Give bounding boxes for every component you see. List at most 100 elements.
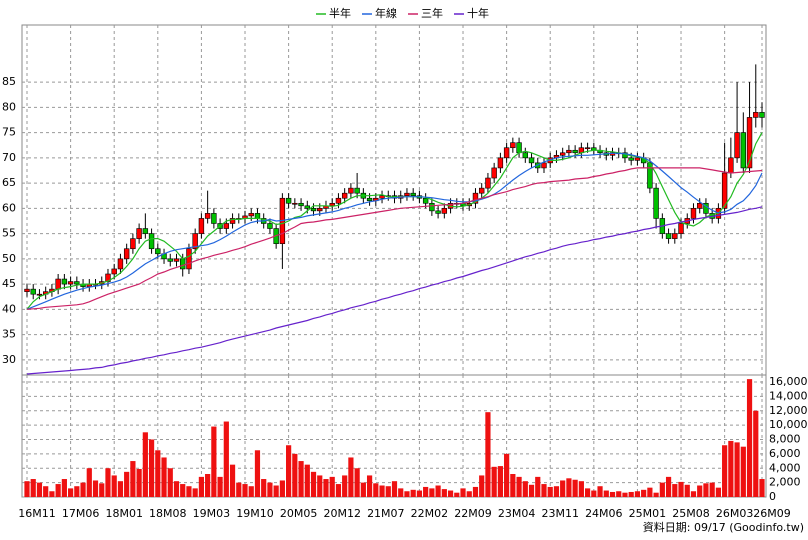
candle-body — [584, 147, 591, 150]
volume-bar — [628, 491, 634, 497]
volume-bar — [690, 491, 697, 497]
legend-label: 三年 — [421, 6, 443, 20]
volume-bar — [148, 439, 155, 497]
volume-bar — [528, 484, 535, 497]
volume-bar — [248, 486, 254, 497]
volume-bar — [342, 475, 348, 497]
volume-bar — [68, 488, 74, 497]
x-tick-label: 20M05 — [280, 507, 318, 520]
candle-body — [310, 208, 317, 212]
x-tick-label: 22M02 — [411, 507, 449, 520]
ma-line — [26, 206, 763, 375]
candle-body — [61, 278, 68, 285]
candle-body — [223, 223, 230, 229]
volume-bar — [36, 482, 43, 497]
volume-bar — [373, 483, 379, 497]
volume-bar — [167, 468, 173, 497]
volume-bar — [124, 471, 130, 497]
x-tick-label: 19M10 — [236, 507, 274, 520]
x-tick-label: 25M01 — [629, 507, 667, 520]
volume-bar — [703, 483, 709, 497]
x-tick-label: 26M03 — [716, 507, 754, 520]
volume-tick-label: 12,000 — [769, 404, 808, 417]
volume-bar — [560, 480, 566, 497]
candle-body — [341, 192, 348, 199]
volume-bar — [317, 475, 323, 497]
volume-bar — [186, 486, 192, 497]
volume-bar — [647, 487, 653, 497]
volume-bar — [572, 479, 578, 497]
candle-body — [173, 258, 180, 262]
volume-bar — [310, 471, 317, 497]
candle-body — [672, 233, 678, 239]
volume-bar — [423, 486, 429, 497]
candle-body — [24, 288, 30, 292]
candle-body — [254, 213, 261, 219]
candle-body — [167, 258, 173, 262]
candle-body — [697, 202, 703, 209]
x-tick-label: 19M03 — [193, 507, 231, 520]
volume-bar — [547, 486, 553, 497]
volume-bar — [522, 481, 528, 497]
volume-bar — [267, 482, 273, 497]
volume-bar — [391, 481, 398, 497]
candle-body — [211, 213, 217, 224]
x-tick-label: 23M11 — [541, 507, 579, 520]
candle-body — [653, 187, 659, 219]
volume-bar — [74, 486, 80, 497]
volume-bar — [130, 461, 136, 497]
candle-body — [510, 142, 516, 149]
legend-label: 十年 — [467, 6, 489, 20]
volume-bar — [653, 492, 659, 497]
candle-body — [317, 208, 323, 212]
candle-body — [180, 258, 186, 270]
volume-bar — [516, 476, 522, 497]
volume-bar — [603, 490, 609, 497]
volume-bar — [180, 484, 186, 497]
volume-bar — [429, 488, 435, 497]
candle-body — [379, 195, 385, 199]
candle-body — [142, 228, 149, 234]
candle-body — [485, 177, 491, 189]
candle-body — [441, 208, 448, 214]
candle-body — [198, 218, 205, 234]
candle-body — [117, 258, 124, 270]
x-tick-label: 23M04 — [498, 507, 536, 520]
volume-bar — [584, 488, 591, 497]
volume-bar — [261, 479, 267, 497]
volume-bar — [497, 466, 503, 497]
x-tick-label: 24M06 — [585, 507, 623, 520]
volume-bar — [111, 475, 117, 497]
volume-tick-label: 16,000 — [769, 375, 808, 388]
candle-body — [404, 192, 410, 197]
y-tick-label: 55 — [2, 227, 16, 240]
volume-bar — [348, 457, 354, 497]
volume-bar — [323, 479, 329, 497]
volume-bar — [672, 484, 678, 497]
volume-bar — [597, 486, 603, 497]
candle-body — [136, 228, 142, 239]
candle-body — [479, 187, 485, 194]
candle-body — [759, 112, 765, 118]
volume-bar — [223, 421, 229, 497]
volume-tick-label: 4,000 — [769, 461, 801, 474]
candle-body — [348, 187, 354, 194]
volume-bar — [504, 453, 510, 497]
candle-body — [74, 281, 80, 285]
candle-body — [36, 293, 43, 296]
volume-bar — [566, 478, 572, 497]
volume-tick-label: 14,000 — [769, 389, 808, 402]
candle-body — [55, 278, 61, 290]
volume-bar — [286, 445, 292, 497]
volume-bar — [578, 481, 584, 497]
x-tick-label: 18M01 — [105, 507, 143, 520]
volume-bar — [684, 484, 690, 497]
volume-bar — [24, 481, 30, 497]
legend-label: 年線 — [375, 6, 397, 20]
y-tick-label: 65 — [2, 176, 16, 189]
candle-body — [516, 142, 522, 154]
volume-tick-label: 0 — [769, 490, 776, 503]
volume-bar — [634, 491, 641, 497]
x-tick-label: 21M07 — [367, 507, 405, 520]
volume-tick-label: 10,000 — [769, 418, 808, 431]
